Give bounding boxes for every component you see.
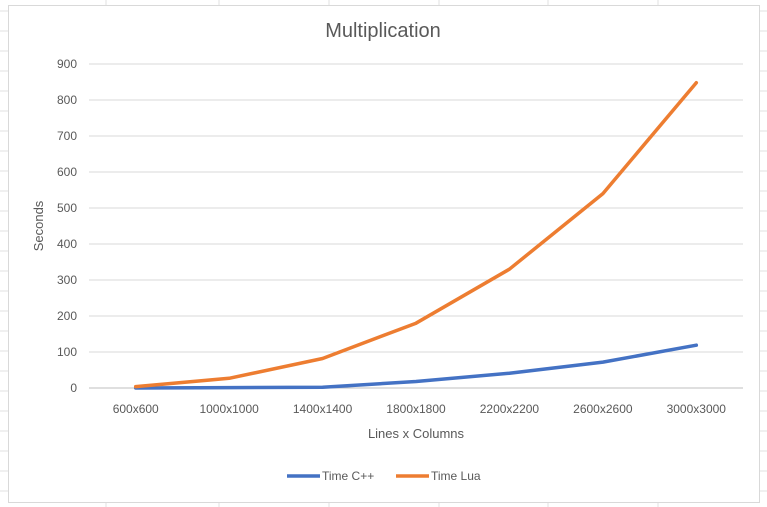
y-tick-label: 0	[70, 381, 77, 395]
y-tick-label: 900	[57, 57, 77, 71]
series-lines	[133, 80, 699, 390]
y-tick-label: 100	[57, 345, 77, 359]
chart-gridlines	[89, 63, 743, 389]
y-tick-label: 800	[57, 93, 77, 107]
x-tick-label: 2200x2200	[480, 402, 540, 416]
series-line-1	[133, 80, 699, 389]
x-tick-label: 1400x1400	[293, 402, 353, 416]
legend-label: Time C++	[322, 469, 374, 483]
x-tick-label: 1800x1800	[386, 402, 446, 416]
x-tick-label: 3000x3000	[667, 402, 727, 416]
x-axis-ticks: 600x600 1000x1000 1400x1400 1800x1800 2200x2…	[113, 402, 727, 416]
y-tick-label: 300	[57, 273, 77, 287]
series-line-0	[133, 343, 699, 390]
legend-label: Time Lua	[431, 469, 481, 483]
y-tick-label: 500	[57, 201, 77, 215]
legend: Time C++ Time Lua	[287, 469, 481, 483]
y-tick-label: 600	[57, 165, 77, 179]
x-tick-label: 600x600	[113, 402, 159, 416]
chart-area[interactable]	[8, 5, 760, 503]
x-axis-title: Lines x Columns	[368, 426, 465, 441]
y-axis-ticks: 0 100 200 300 400 500 600 700 800 900	[57, 57, 77, 395]
y-tick-label: 200	[57, 309, 77, 323]
y-axis-title: Seconds	[31, 200, 46, 251]
y-tick-label: 400	[57, 237, 77, 251]
x-tick-label: 2600x2600	[573, 402, 633, 416]
chart-title: Multiplication	[325, 20, 441, 42]
y-tick-label: 700	[57, 129, 77, 143]
x-tick-label: 1000x1000	[199, 402, 259, 416]
